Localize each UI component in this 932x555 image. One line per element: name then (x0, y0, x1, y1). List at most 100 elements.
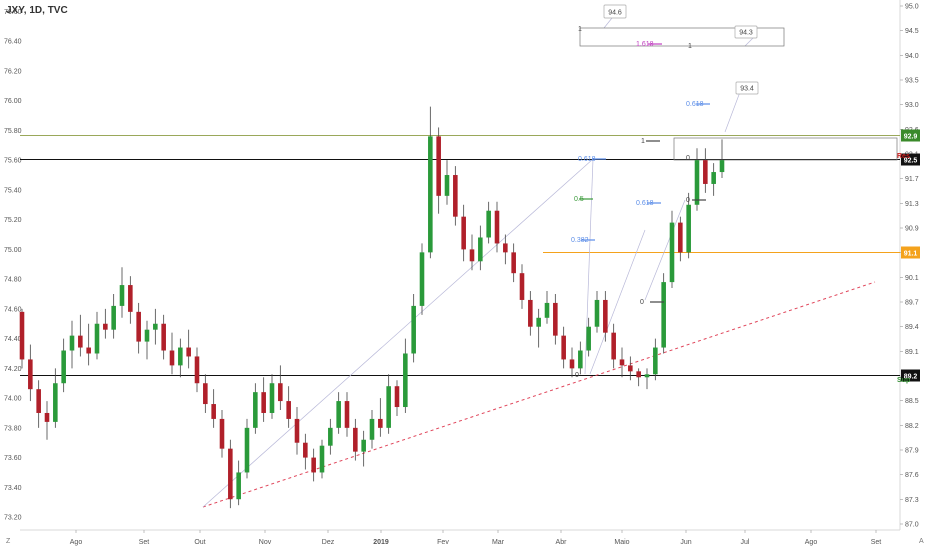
candle-body (453, 175, 458, 217)
candle-body (578, 350, 583, 369)
candle-body (128, 285, 133, 312)
candle-body (478, 237, 483, 262)
candle-body (311, 457, 316, 473)
candle-body (444, 175, 450, 196)
left-axis-tick-label: 75.20 (4, 217, 22, 224)
candle-body (344, 401, 350, 428)
x-axis-tick-label: Abr (556, 539, 568, 546)
candle-body (519, 273, 525, 300)
fib-connector-1 (202, 158, 594, 508)
candle-body (378, 418, 383, 428)
price-marker-badge (901, 129, 920, 142)
price-marker-label: 89.2 (904, 374, 918, 381)
right-axis-tick-label: 91.7 (905, 176, 919, 183)
candle-body (286, 401, 291, 419)
x-axis-tick-label: Dez (322, 539, 335, 546)
x-axis-tick-label: 2019 (373, 539, 389, 546)
x-axis-tick-label: Jul (741, 539, 750, 546)
auto-scale-toggle[interactable]: A (919, 538, 924, 545)
left-axis-tick-label: 76.40 (4, 39, 22, 46)
x-axis-tick-label: Out (194, 539, 205, 546)
candle-body (653, 347, 658, 375)
candle-body (678, 222, 683, 253)
candle-body (211, 404, 216, 419)
candle-body (544, 302, 550, 318)
right-axis-tick-label: 89.7 (905, 300, 919, 307)
candle-body (694, 160, 700, 205)
left-axis-tick-label: 74.20 (4, 366, 22, 373)
left-axis-tick-label: 73.80 (4, 425, 22, 432)
price-marker-label: 92.5 (904, 158, 918, 165)
price-callout-label: 94.3 (739, 30, 753, 37)
price-marker-badge (901, 369, 920, 382)
candle-body (619, 359, 625, 366)
candle-body (494, 210, 500, 244)
fib-level-label: 0.618 (636, 200, 654, 207)
candle-body (669, 222, 675, 283)
right-axis-tick-label: 90.9 (905, 226, 919, 233)
callout-leader-93-4 (724, 91, 741, 133)
fib-level-label: 1.618 (636, 41, 654, 48)
x-axis-tick-label: Ago (70, 539, 83, 546)
projection-zone-box (579, 27, 785, 47)
candle-body (369, 418, 375, 440)
right-axis-tick-label: 87.3 (905, 497, 919, 504)
fib-level-label: 0.382 (571, 237, 589, 244)
right-axis-tick-label: 89.4 (905, 324, 919, 331)
candle-body (169, 350, 175, 366)
left-axis-tick-label: 76.20 (4, 68, 22, 75)
left-axis-tick-label: 75.00 (4, 247, 22, 254)
candle-body (436, 136, 441, 196)
left-axis-tick-label: 74.80 (4, 277, 22, 284)
candle-body (711, 172, 716, 184)
candle-body (103, 323, 108, 330)
left-axis-tick-label: 76.60 (4, 9, 22, 16)
left-axis-tick-label: 75.60 (4, 158, 22, 165)
candle-body (686, 204, 691, 253)
resistance-zone-box (673, 137, 898, 161)
right-axis-tick-label: 94.5 (905, 28, 919, 35)
candle-body (236, 472, 241, 500)
candle-body (611, 332, 616, 360)
candle-body (628, 365, 633, 372)
candle-body (161, 323, 166, 351)
right-axis-tick-label: 95.0 (905, 4, 919, 11)
price-marker-label: 91.1 (904, 251, 918, 258)
candle-body (111, 305, 116, 330)
candle-body (303, 442, 308, 458)
candle-body (569, 359, 575, 369)
left-axis-tick-label: 74.00 (4, 396, 22, 403)
support-label: Sup (897, 377, 910, 384)
candle-body (294, 418, 300, 443)
fib-level-label: 0 (686, 155, 690, 162)
fib-level-label: 0.618 (686, 101, 704, 108)
x-axis-tick-label: Fev (437, 539, 449, 546)
candle-body (394, 386, 400, 408)
fib-connector-4 (644, 199, 686, 301)
right-axis-tick-label: 87.6 (905, 472, 919, 479)
candle-body (328, 427, 333, 446)
candle-body (203, 383, 208, 405)
candle-body (94, 323, 100, 354)
candle-body (511, 252, 516, 274)
candle-body (644, 374, 650, 378)
rising-trendline (202, 281, 876, 508)
candle-body (636, 371, 641, 378)
candle-body (261, 392, 266, 413)
candle-body (319, 445, 325, 473)
fib-level-label: 0 (575, 372, 579, 379)
candle-body (219, 418, 225, 449)
price-callout-box (603, 4, 627, 19)
candle-body (36, 389, 41, 413)
candle-body (419, 252, 425, 306)
timezone-toggle[interactable]: Z (6, 538, 11, 545)
candle-body (536, 317, 541, 327)
left-axis-tick-label: 75.40 (4, 187, 22, 194)
candle-body (194, 356, 200, 384)
candle-body (428, 136, 433, 253)
candle-body (561, 335, 566, 360)
candle-body (336, 401, 341, 428)
candle-body (411, 305, 416, 354)
candle-body (703, 160, 708, 184)
